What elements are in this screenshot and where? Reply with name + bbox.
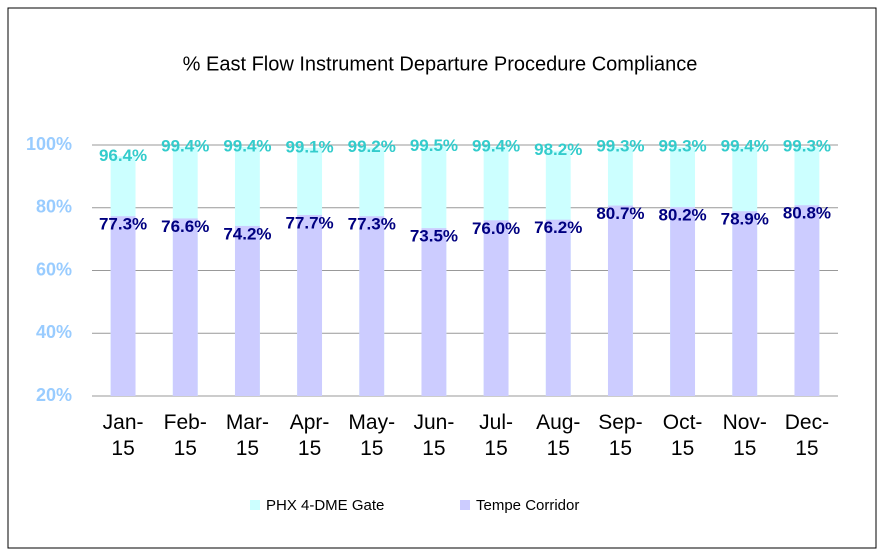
legend-swatch [460,500,470,510]
chart-frame [7,7,877,549]
data-label: 99.3% [596,137,644,156]
data-label: 99.4% [472,136,520,155]
data-label: 77.7% [285,213,333,232]
y-tick-label: 20% [36,385,72,405]
x-tick-label: May-15 [348,411,396,460]
x-tick-label: Apr-15 [289,411,330,460]
x-tick-label: Nov-15 [722,411,767,460]
legend-label: Tempe Corridor [476,497,579,514]
data-label: 99.4% [721,136,769,155]
x-tick-label: Jan-15 [102,411,144,460]
data-label: 99.3% [783,137,831,156]
data-label: 78.9% [721,210,769,229]
bar [421,228,447,396]
data-label: 74.2% [223,224,271,243]
legend-label: PHX 4-DME Gate [266,497,384,514]
bar [670,207,696,396]
data-label: 99.3% [658,137,706,156]
data-label: 77.3% [348,215,396,234]
y-tick-label: 80% [36,197,72,217]
bar [359,216,385,396]
data-label: 77.3% [99,215,147,234]
data-label: 80.8% [783,204,831,223]
x-tick-label: Feb-15 [163,411,207,460]
bar [607,205,633,396]
y-tick-label: 100% [26,134,72,154]
data-label: 73.5% [410,227,458,246]
bar [732,211,758,396]
x-tick-label: Jul-15 [479,411,513,460]
data-label: 99.4% [223,136,271,155]
y-tick-label: 40% [36,322,72,342]
bar [483,220,509,396]
x-tick-label: Jun-15 [413,411,455,460]
bar [545,219,571,396]
x-tick-label: Dec-15 [784,411,830,460]
data-label: 76.2% [534,218,582,237]
legend-swatch [250,500,260,510]
y-tick-label: 60% [36,259,72,279]
data-label: 98.2% [534,140,582,159]
data-label: 76.0% [472,219,520,238]
data-label: 99.4% [161,136,209,155]
chart-title: % East Flow Instrument Departure Procedu… [183,53,698,75]
data-label: 99.2% [348,137,396,156]
data-label: 96.4% [99,146,147,165]
bar [110,216,136,396]
bar [234,225,260,396]
x-tick-label: Oct-15 [662,411,703,460]
bar [172,218,198,396]
data-label: 80.7% [596,204,644,223]
data-label: 76.6% [161,217,209,236]
data-label: 99.5% [410,136,458,155]
x-tick-label: Aug-15 [536,411,581,460]
bar [297,214,323,396]
x-tick-label: Sep-15 [598,411,643,460]
bar [794,205,820,396]
data-label: 80.2% [658,206,706,225]
data-label: 99.1% [285,137,333,156]
x-tick-label: Mar-15 [225,411,269,460]
